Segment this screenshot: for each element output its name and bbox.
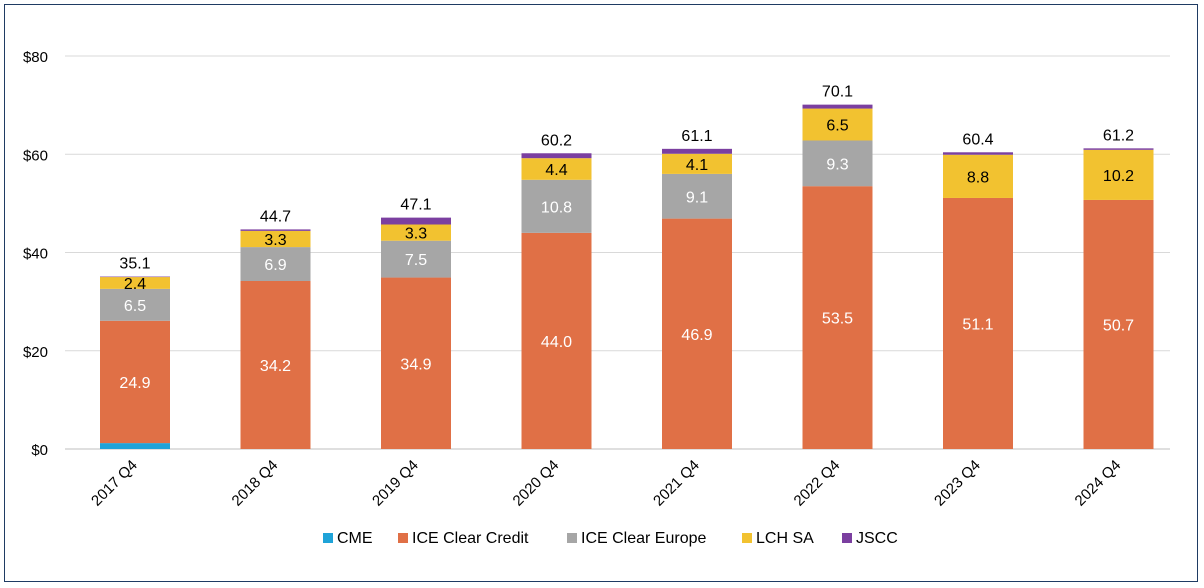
segment-label: 6.5 <box>826 118 848 135</box>
legend-swatch <box>742 533 752 543</box>
bar-segment <box>662 173 732 219</box>
x-tick-label: 2023 Q4 <box>931 457 984 510</box>
x-tick-label: 2020 Q4 <box>510 457 563 510</box>
x-tick-label: 2024 Q4 <box>1072 457 1125 510</box>
segment-label: 10.8 <box>541 199 572 216</box>
bar-segment <box>240 280 311 449</box>
segment-label: 34.9 <box>400 356 431 373</box>
total-label: 70.1 <box>822 84 853 101</box>
bar-segment <box>943 154 1013 198</box>
bars <box>100 104 1154 449</box>
total-label: 35.1 <box>119 256 150 273</box>
x-axis: 2017 Q4 2018 Q4 2019 Q4 2020 Q4 2021 Q4 2022 … <box>88 457 1124 510</box>
x-tick-label: 2018 Q4 <box>229 457 282 510</box>
bar-segment <box>521 153 592 159</box>
total-label: 60.4 <box>962 131 993 148</box>
bar-segment <box>100 277 170 289</box>
total-label: 60.2 <box>541 132 572 149</box>
total-label: 61.1 <box>681 128 712 145</box>
bar-segment <box>521 179 592 233</box>
bar-segment <box>240 230 311 248</box>
x-tick-label: 2022 Q4 <box>791 457 844 510</box>
segment-label: 6.5 <box>124 298 146 315</box>
segment-label: 9.3 <box>826 156 848 173</box>
y-axis: $0 $20 $40 $60 $80 <box>23 49 48 459</box>
legend-swatch <box>398 533 408 543</box>
bar-segment <box>802 104 873 109</box>
bar-segment <box>802 186 873 449</box>
bar-segment <box>381 224 451 241</box>
segment-label: 24.9 <box>119 375 150 392</box>
legend-label: ICE Clear Europe <box>581 530 706 547</box>
legend: CME ICE Clear Credit ICE Clear Europe LCH S… <box>323 530 898 547</box>
y-tick-label: $0 <box>31 442 48 459</box>
segment-label: 34.2 <box>260 358 291 375</box>
bar-segment <box>100 320 170 444</box>
y-tick-label: $40 <box>23 246 48 263</box>
segment-label: 4.1 <box>686 157 708 174</box>
segment-label: 8.8 <box>967 169 989 186</box>
legend-swatch <box>567 533 577 543</box>
segment-label: 4.4 <box>545 162 567 179</box>
x-tick-label: 2021 Q4 <box>650 457 703 510</box>
bar-segment <box>240 247 311 281</box>
bar-segment <box>381 240 451 278</box>
segment-label: 6.9 <box>264 257 286 274</box>
segment-label: 51.1 <box>962 316 993 333</box>
segment-label: 3.3 <box>405 226 427 243</box>
legend-label: LCH SA <box>756 530 814 547</box>
bar-segment <box>240 229 311 231</box>
bar-segment <box>100 443 170 449</box>
total-label: 61.2 <box>1103 127 1134 144</box>
bar-segment <box>802 140 873 187</box>
segment-label: 3.3 <box>264 232 286 249</box>
legend-label: ICE Clear Credit <box>412 530 529 547</box>
y-tick-label: $60 <box>23 147 48 164</box>
y-tick-label: $80 <box>23 49 48 66</box>
bar-segment <box>662 153 732 174</box>
x-tick-label: 2017 Q4 <box>88 457 141 510</box>
bar-segment <box>943 152 1013 155</box>
segment-label: 53.5 <box>822 311 853 328</box>
bar-segment <box>802 108 873 141</box>
segment-label: 50.7 <box>1103 317 1134 334</box>
legend-label: JSCC <box>856 530 898 547</box>
data-labels: 24.9 6.5 2.4 35.1 34.2 6.9 3.3 44.7 34.9 7.5 3.3 47… <box>119 84 1134 392</box>
bar-segment <box>943 197 1013 449</box>
segment-label: 7.5 <box>405 252 427 269</box>
legend-swatch <box>842 533 852 543</box>
segment-label: 2.4 <box>124 276 146 293</box>
bar-segment <box>1083 149 1154 200</box>
bar-segment <box>662 148 732 154</box>
bar-segment <box>1083 148 1154 150</box>
bar-segment <box>381 217 451 225</box>
segment-label: 9.1 <box>686 189 708 206</box>
bar-segment <box>100 288 170 321</box>
bar-segment <box>521 232 592 449</box>
segment-label: 44.0 <box>541 334 572 351</box>
bar-segment <box>521 158 592 180</box>
total-label: 47.1 <box>400 197 431 214</box>
bar-segment <box>381 277 451 449</box>
bar-segment <box>662 218 732 449</box>
segment-label: 46.9 <box>681 327 712 344</box>
legend-label: CME <box>337 530 373 547</box>
x-tick-label: 2019 Q4 <box>369 457 422 510</box>
y-tick-label: $20 <box>23 344 48 361</box>
segment-label: 10.2 <box>1103 168 1134 185</box>
legend-swatch <box>323 533 333 543</box>
bar-segment <box>1083 199 1154 449</box>
total-label: 44.7 <box>260 208 291 225</box>
